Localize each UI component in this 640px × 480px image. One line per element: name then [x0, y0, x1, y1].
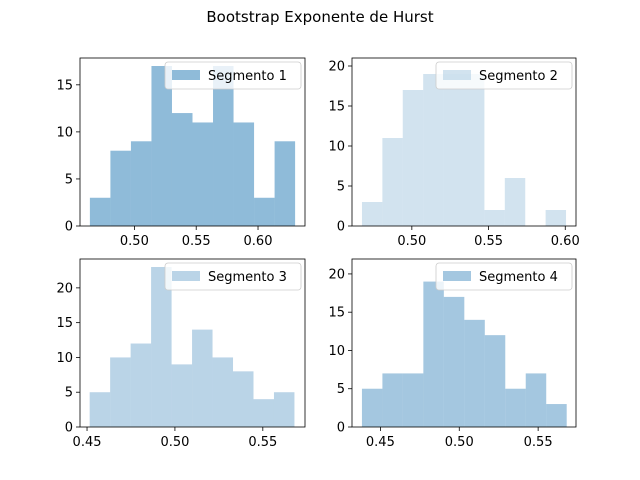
histogram-bar [361, 388, 383, 427]
y-tick-label: 0 [337, 220, 345, 235]
histogram-bar [504, 178, 526, 226]
legend-frame [164, 262, 302, 291]
x-tick-label: 0.50 [445, 435, 474, 450]
histogram-bar [213, 66, 234, 226]
legend: Segmento 4 [435, 262, 573, 291]
histogram-bar [484, 335, 506, 427]
legend-frame [435, 262, 573, 291]
y-tick-label: 5 [65, 386, 73, 401]
histogram-bar [423, 281, 444, 427]
legend-swatch [443, 70, 471, 80]
x-tick-label: 0.50 [397, 234, 426, 249]
histogram-bar [171, 113, 193, 226]
histogram-bar [233, 122, 255, 226]
histogram-bar [233, 371, 254, 427]
y-tick-label: 10 [56, 351, 73, 366]
histogram-bar [274, 141, 296, 226]
histogram-bar [110, 150, 131, 226]
legend: Segmento 1 [164, 61, 302, 90]
y-tick-label: 20 [328, 60, 345, 75]
histogram-bar [212, 357, 234, 427]
x-tick-label: 0.45 [73, 435, 102, 450]
legend: Segmento 2 [435, 61, 573, 90]
legend-label: Segmento 2 [479, 69, 558, 84]
legend-swatch [172, 271, 200, 281]
legend-label: Segmento 1 [208, 69, 287, 84]
x-tick-label: 0.50 [160, 435, 189, 450]
histogram-bar [171, 364, 193, 427]
histogram-bar [464, 74, 485, 226]
histogram-bar [525, 373, 547, 427]
histogram-bar [130, 141, 152, 226]
x-tick-label: 0.45 [366, 435, 395, 450]
y-tick-label: 20 [328, 267, 345, 282]
y-tick-label: 15 [328, 100, 345, 115]
y-tick-label: 0 [65, 421, 73, 436]
y-tick-label: 15 [328, 306, 345, 321]
y-tick-label: 10 [328, 344, 345, 359]
histogram-bar [151, 267, 172, 427]
histogram-bar [443, 74, 464, 226]
y-tick-label: 15 [56, 316, 73, 331]
histogram-bar [361, 202, 383, 226]
subplot-1: 0.50 0.55 0.60 0 5 10 15 Segmento 1 [56, 57, 306, 249]
legend-swatch [172, 70, 200, 80]
histogram-bar [443, 296, 465, 427]
histogram-bar [89, 392, 111, 427]
histogram-bar [253, 399, 274, 427]
histogram-bar [402, 90, 424, 226]
legend-frame [435, 61, 573, 90]
x-tick-label: 0.55 [474, 234, 503, 249]
histogram-bar [382, 138, 403, 226]
histogram-bar [464, 319, 485, 427]
histogram-bar [273, 392, 295, 427]
x-tick-label: 0.50 [120, 234, 149, 249]
subplot-3: 0.45 0.50 0.55 0 5 10 15 20 Segmento 3 [56, 258, 306, 450]
y-tick-label: 5 [65, 172, 73, 187]
x-tick-label: 0.60 [244, 234, 273, 249]
figure-title: Bootstrap Exponente de Hurst [206, 8, 433, 26]
histogram-bar [192, 329, 213, 427]
y-tick-label: 10 [56, 125, 73, 140]
y-tick-label: 15 [56, 78, 73, 93]
histogram-bar [545, 210, 567, 226]
axes-frame [351, 258, 577, 428]
y-tick-label: 0 [337, 421, 345, 436]
legend-frame [164, 61, 302, 90]
legend-label: Segmento 3 [208, 270, 287, 285]
legend: Segmento 3 [164, 262, 302, 291]
histogram-bar [110, 357, 131, 427]
histogram-bar [151, 66, 172, 226]
histogram-bar [546, 404, 567, 427]
axes-frame [79, 57, 306, 227]
x-tick-label: 0.60 [551, 234, 580, 249]
histogram-bar [505, 388, 526, 427]
x-tick-label: 0.55 [182, 234, 211, 249]
histogram-bar [130, 343, 152, 427]
subplot-2: 0.50 0.55 0.60 0 5 10 15 20 Segmento 2 [328, 57, 580, 249]
histogram-bar [382, 373, 403, 427]
subplot-4: 0.45 0.50 0.55 0 5 10 15 20 Segmento 4 [328, 258, 577, 450]
axes-frame [79, 258, 306, 428]
x-tick-label: 0.55 [524, 435, 553, 450]
histogram-bar [89, 197, 111, 226]
y-tick-label: 20 [56, 281, 73, 296]
histogram-bar [484, 210, 505, 226]
histogram-bar [192, 122, 214, 226]
y-tick-label: 5 [337, 382, 345, 397]
histogram-bar [402, 373, 424, 427]
legend-label: Segmento 4 [479, 270, 558, 285]
axes-layer: 0.50 0.55 0.60 0 5 10 15 Segmento 1 0.50 0.55 0.60… [56, 57, 580, 450]
y-tick-label: 0 [65, 220, 73, 235]
histogram-bar [254, 197, 275, 226]
legend-swatch [443, 271, 471, 281]
y-tick-label: 5 [337, 180, 345, 195]
x-tick-label: 0.55 [248, 435, 277, 450]
y-tick-label: 10 [328, 140, 345, 155]
histogram-bar [423, 74, 444, 226]
axes-frame [351, 57, 577, 227]
